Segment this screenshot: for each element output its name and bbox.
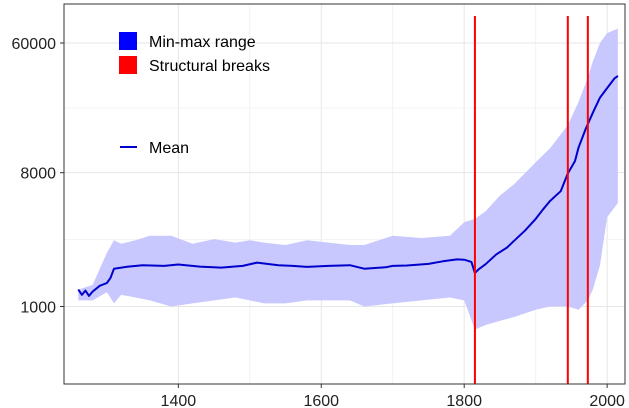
- mean-series: [77, 75, 619, 297]
- x-tick-label: 1400: [161, 393, 197, 408]
- x-axis: 1400 1600 1800 2000: [161, 384, 625, 408]
- x-tick-label: 2000: [589, 393, 625, 408]
- min-max-band: [78, 28, 618, 330]
- x-tick-label: 1600: [303, 393, 339, 408]
- legend: Min-max range Structural breaks Mean: [119, 32, 270, 157]
- plot-frame: [63, 3, 626, 385]
- x-tick-label: 1800: [446, 393, 482, 408]
- y-tick-label: 1000: [20, 300, 56, 317]
- y-tick-label: 60000: [12, 36, 57, 53]
- y-axis: 1000 8000 60000: [12, 36, 64, 317]
- legend-swatch-min-max: [119, 32, 137, 50]
- mean-line: [77, 75, 619, 297]
- legend-swatch-structural-breaks: [119, 56, 137, 74]
- min-max-range-area: [78, 28, 618, 330]
- legend-label-mean: Mean: [149, 140, 189, 157]
- structural-breaks: [473, 16, 589, 384]
- legend-label-min-max: Min-max range: [149, 34, 256, 51]
- y-tick-label: 8000: [20, 166, 56, 183]
- legend-label-structural-breaks: Structural breaks: [149, 58, 270, 75]
